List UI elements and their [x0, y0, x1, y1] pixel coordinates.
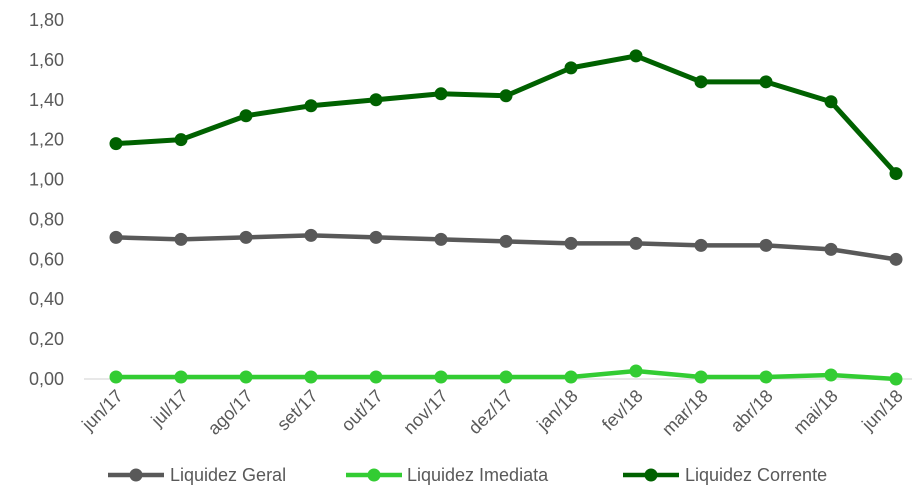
data-point — [499, 370, 513, 384]
data-point — [694, 370, 708, 384]
data-point — [499, 89, 513, 103]
series-line — [115, 53, 898, 176]
legend-label: Liquidez Imediata — [407, 465, 549, 485]
data-point — [434, 87, 448, 101]
y-tick-label: 1,20 — [29, 130, 64, 150]
data-point — [824, 368, 838, 382]
x-tick-label: mar/18 — [658, 386, 712, 440]
data-point — [434, 232, 448, 246]
data-point — [824, 95, 838, 109]
legend-swatch-marker — [129, 468, 143, 482]
data-point — [434, 370, 448, 384]
data-point — [889, 372, 903, 386]
legend-swatch-marker — [644, 468, 658, 482]
x-tick-label: abr/18 — [727, 386, 777, 436]
y-tick-label: 1,40 — [29, 90, 64, 110]
data-point — [239, 370, 253, 384]
data-point — [369, 370, 383, 384]
data-point — [759, 75, 773, 89]
data-point — [109, 230, 123, 244]
data-point — [304, 99, 318, 113]
data-point — [629, 49, 643, 63]
data-point — [759, 370, 773, 384]
data-point — [109, 137, 123, 151]
legend-label: Liquidez Geral — [170, 465, 286, 485]
data-point — [174, 370, 188, 384]
data-point — [109, 370, 123, 384]
data-point — [629, 236, 643, 250]
data-point — [889, 252, 903, 266]
x-tick-label: jan/18 — [532, 386, 582, 436]
x-tick-label: jun/17 — [77, 386, 127, 436]
y-tick-label: 0,20 — [29, 329, 64, 349]
data-point — [174, 133, 188, 147]
x-tick-label: dez/17 — [464, 386, 516, 438]
x-tick-label: mai/18 — [789, 386, 841, 438]
legend-swatch-marker — [367, 468, 381, 482]
data-point — [239, 109, 253, 123]
y-tick-label: 0,60 — [29, 249, 64, 269]
data-point — [629, 364, 643, 378]
data-point — [564, 236, 578, 250]
y-tick-label: 0,80 — [29, 209, 64, 229]
x-tick-label: nov/17 — [399, 386, 451, 438]
data-point — [564, 370, 578, 384]
x-tick-label: set/17 — [273, 386, 322, 435]
data-point — [759, 238, 773, 252]
data-point — [694, 75, 708, 89]
data-point — [304, 370, 318, 384]
x-tick-label: jul/17 — [147, 386, 192, 431]
data-point — [499, 234, 513, 248]
y-tick-label: 0,40 — [29, 289, 64, 309]
x-tick-label: out/17 — [337, 386, 387, 436]
data-point — [694, 238, 708, 252]
y-tick-label: 1,80 — [29, 10, 64, 30]
data-point — [824, 242, 838, 256]
data-point — [889, 167, 903, 181]
data-point — [174, 232, 188, 246]
x-tick-label: ago/17 — [204, 386, 257, 439]
data-point — [369, 230, 383, 244]
y-tick-label: 1,60 — [29, 50, 64, 70]
x-tick-label: jun/18 — [857, 386, 907, 436]
data-point — [304, 228, 318, 242]
data-point — [564, 61, 578, 75]
x-tick-label: fev/18 — [598, 386, 647, 435]
y-tick-label: 0,00 — [29, 369, 64, 389]
data-point — [369, 93, 383, 107]
data-point — [239, 230, 253, 244]
y-tick-label: 1,00 — [29, 170, 64, 190]
legend-label: Liquidez Corrente — [685, 465, 827, 485]
